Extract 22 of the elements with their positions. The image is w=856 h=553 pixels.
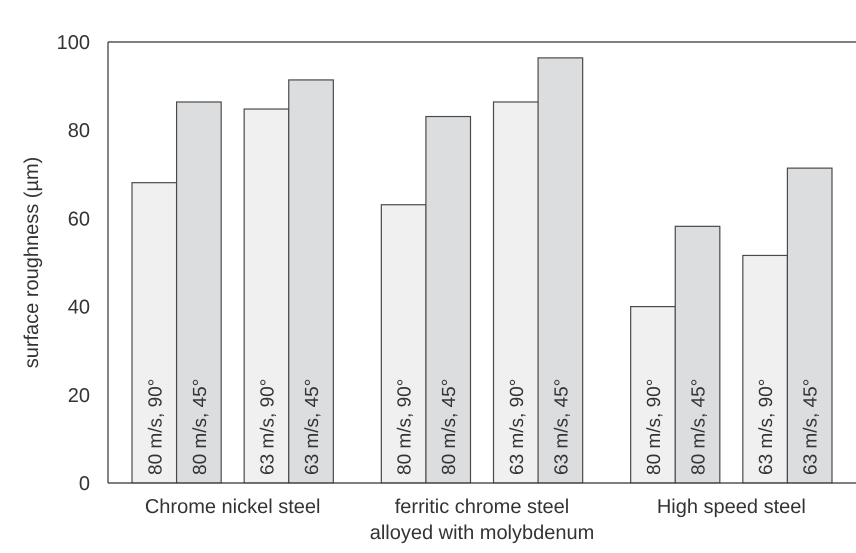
series-label: 63 m/s, 45° — [302, 378, 324, 475]
text: 63 m/s, 45° — [551, 378, 572, 475]
x-tick-label: ferritic chrome steel alloyed with molybdenum — [370, 496, 594, 544]
x-tick-label: High speed steel — [656, 496, 806, 518]
text: 80 m/s, 90° — [394, 378, 416, 475]
text: 80 m/s, 45° — [688, 378, 710, 475]
series-label: 80 m/s, 90° — [145, 378, 166, 475]
y-tick-label: 80 — [68, 120, 90, 142]
y-tick-label: 40 — [68, 296, 90, 319]
text: 63 m/s, 90° — [506, 378, 528, 475]
y-tick-label: 100 — [56, 32, 90, 54]
series-label: 63 m/s, 90° — [257, 378, 278, 475]
x-tick-label: Chrome nickel steel — [144, 496, 320, 518]
text: 63 m/s, 90° — [756, 378, 778, 475]
y-axis-title: surface roughness (µm) — [21, 156, 43, 368]
y-tick-label: 0 — [78, 473, 90, 495]
text: 80 m/s, 45° — [439, 378, 460, 475]
text: 80 m/s, 90° — [644, 378, 665, 475]
y-tick-label: 60 — [68, 208, 90, 230]
y-tick-label: 20 — [68, 384, 90, 407]
series-label: 80 m/s, 45° — [190, 378, 211, 475]
text: 63 m/s, 45° — [800, 378, 822, 475]
